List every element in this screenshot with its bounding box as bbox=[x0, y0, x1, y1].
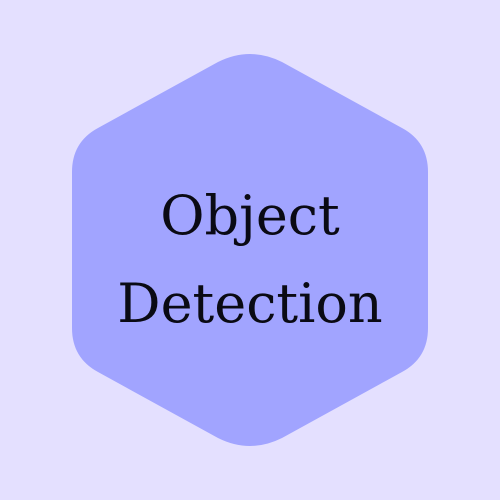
badge-title-line-2: Detection bbox=[117, 272, 383, 335]
badge-title-line-1: Object bbox=[160, 184, 340, 247]
badge-title: Object Detection bbox=[70, 172, 430, 348]
hexagon-fill bbox=[72, 54, 428, 446]
